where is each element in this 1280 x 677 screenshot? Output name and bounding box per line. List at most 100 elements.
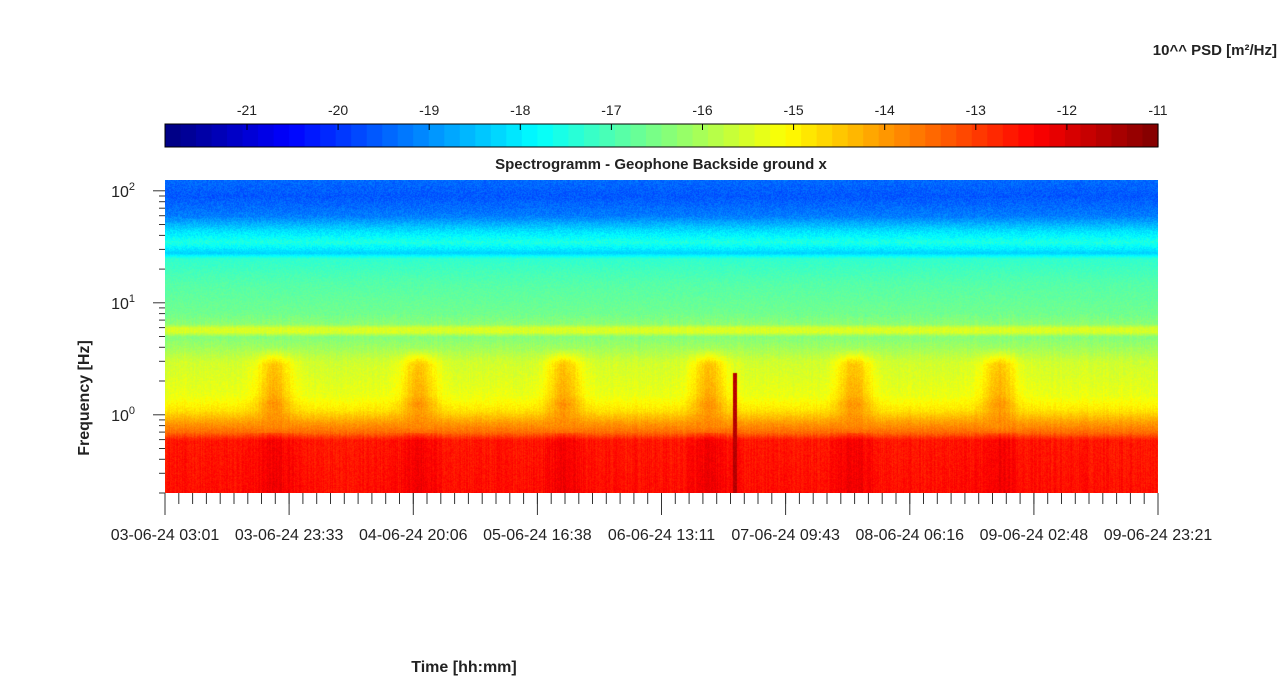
colorbar-swatch [289, 124, 306, 147]
colorbar-tick-label: -14 [875, 102, 895, 118]
colorbar-swatch [739, 124, 756, 147]
colorbar-swatch [351, 124, 368, 147]
colorbar-swatch [1064, 124, 1082, 147]
y-tick-label: 100 [111, 405, 135, 425]
x-axis: 03-06-24 03:01 03-06-24 23:33 04-06-24 20:… [111, 493, 1213, 544]
colorbar-swatch [227, 124, 244, 147]
y-tick-exponent: 2 [129, 181, 135, 193]
colorbar-swatch [568, 124, 585, 147]
x-tick-label: 08-06-24 06:16 [856, 527, 965, 544]
colorbar-swatch [273, 124, 290, 147]
y-tick-label: 101 [111, 293, 135, 313]
colorbar-swatch [1126, 124, 1144, 147]
colorbar-swatch [847, 124, 864, 147]
x-tick-label: 07-06-24 09:43 [731, 527, 840, 544]
colorbar-tick-label: -18 [510, 102, 530, 118]
colorbar-swatch [770, 124, 787, 147]
colorbar-swatch [1002, 124, 1019, 147]
x-tick-label: 06-06-24 13:11 [608, 527, 715, 544]
colorbar-swatch [754, 124, 771, 147]
spectrogram-heatmap [165, 180, 1158, 493]
colorbar-swatch [521, 124, 538, 147]
colorbar-tick-label: -16 [692, 102, 712, 118]
x-tick-label: 09-06-24 23:21 [1104, 527, 1213, 544]
y-tick-label: 102 [111, 181, 135, 201]
colorbar-swatch [475, 124, 492, 147]
x-tick-label: 05-06-24 16:38 [483, 527, 592, 544]
colorbar-label: 10^^ PSD [m²/Hz] [1153, 42, 1277, 59]
colorbar-swatch [708, 124, 725, 147]
colorbar-swatch [258, 124, 275, 147]
colorbar-swatch [428, 124, 445, 147]
colorbar-swatch [723, 124, 740, 147]
colorbar-swatch [645, 124, 663, 147]
colorbar-swatch [630, 124, 647, 147]
colorbar-swatch [552, 124, 570, 147]
colorbar-swatch [335, 124, 352, 147]
colorbar-swatch [677, 124, 694, 147]
colorbar-swatch [661, 124, 678, 147]
colorbar-swatch [1049, 124, 1066, 147]
colorbar-ticks: -21 -20 -19 -18 -17 -16 -15 -14 -13 -12 -11 [237, 102, 1168, 130]
colorbar-swatch [1018, 124, 1035, 147]
colorbar-tick-label: -21 [237, 102, 257, 118]
x-tick-label: 03-06-24 23:33 [235, 527, 344, 544]
colorbar-tick-label: -15 [783, 102, 803, 118]
colorbar-swatch [382, 124, 399, 147]
colorbar-tick-label: -19 [419, 102, 439, 118]
colorbar-swatch [413, 124, 430, 147]
colorbar-swatch [940, 124, 957, 147]
colorbar-swatch [397, 124, 414, 147]
x-tick-label: 04-06-24 20:06 [359, 527, 468, 544]
colorbar-swatch [180, 124, 197, 147]
chart-title: Spectrogramm - Geophone Backside ground … [495, 156, 827, 173]
x-axis-label: Time [hh:mm] [411, 659, 516, 676]
y-axis-label: Frequency [Hz] [76, 340, 93, 456]
colorbar-swatch [444, 124, 461, 147]
colorbar-swatch [878, 124, 895, 147]
colorbar-swatch [490, 124, 507, 147]
colorbar-swatch [583, 124, 601, 147]
colorbar-swatch [304, 124, 321, 147]
colorbar-swatch [165, 124, 182, 147]
colorbar-swatch [1095, 124, 1113, 147]
y-tick-exponent: 0 [129, 405, 135, 417]
colorbar-swatch [459, 124, 476, 147]
colorbar-tick-label: -12 [1057, 102, 1077, 118]
colorbar-swatch [894, 124, 911, 147]
colorbar-tick-label: -17 [601, 102, 621, 118]
colorbar-swatch [785, 124, 802, 147]
colorbar-swatch [692, 124, 709, 147]
colorbar-swatch [1142, 124, 1159, 147]
spectrogram-plot-area [165, 180, 1158, 493]
colorbar-swatch [599, 124, 616, 147]
x-tick-label: 09-06-24 02:48 [980, 527, 1089, 544]
x-tick-label: 03-06-24 03:01 [111, 527, 220, 544]
colorbar-swatch [320, 124, 337, 147]
colorbar-tick-label: -20 [328, 102, 348, 118]
colorbar-tick-label: -13 [966, 102, 986, 118]
colorbar-swatch [1033, 124, 1050, 147]
colorbar-swatch [196, 124, 213, 147]
colorbar-swatch [366, 124, 383, 147]
colorbar-swatch [801, 124, 818, 147]
colorbar-swatch [925, 124, 942, 147]
colorbar-frame [164, 123, 1159, 148]
colorbar-swatch [537, 124, 554, 147]
colorbar-swatch [242, 124, 259, 147]
colorbar-swatch [1111, 124, 1128, 147]
colorbar-swatch [956, 124, 973, 147]
colorbar-swatch [909, 124, 926, 147]
colorbar-swatch [832, 124, 849, 147]
colorbar-swatch [816, 124, 833, 147]
colorbar-swatch [971, 124, 988, 147]
colorbar-swatch [614, 124, 632, 147]
colorbar-swatch [987, 124, 1004, 147]
colorbar-swatch [506, 124, 523, 147]
colorbar-swatch [1080, 124, 1097, 147]
colorbar-tick-label: -11 [1148, 102, 1167, 118]
y-tick-exponent: 1 [129, 293, 135, 305]
colorbar [164, 123, 1159, 148]
